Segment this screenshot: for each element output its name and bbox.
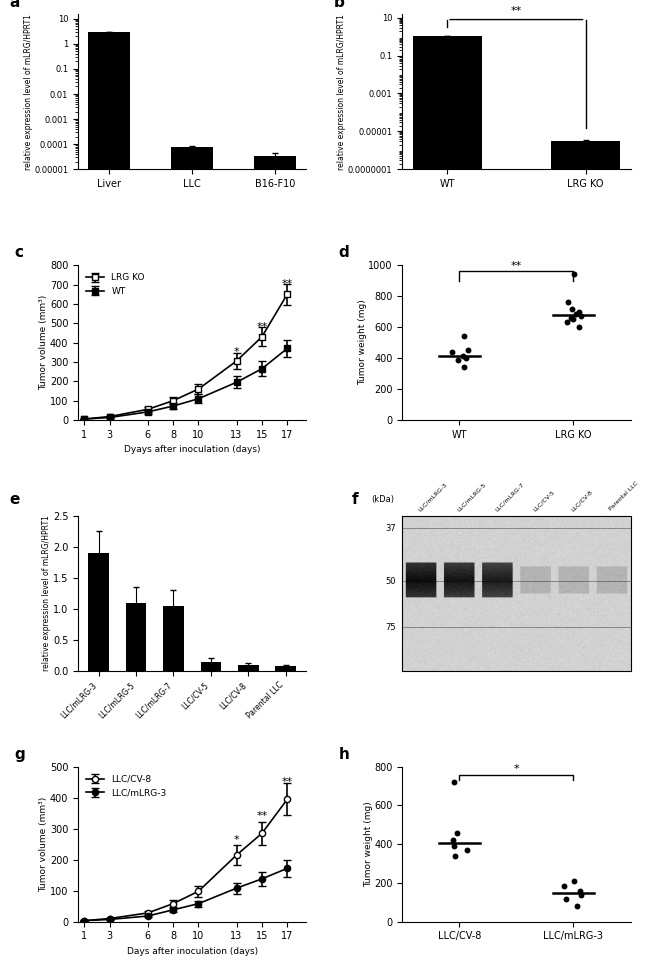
Text: a: a (10, 0, 20, 10)
Text: 50: 50 (385, 577, 396, 586)
Bar (172, 147, 213, 960)
Bar (201, 661, 221, 671)
Text: *: * (234, 834, 239, 845)
Point (461, 350, 471, 366)
Point (463, 342, 473, 357)
Legend: LRG KO, WT: LRG KO, WT (83, 270, 148, 300)
X-axis label: Dyays after inoculation (days): Dyays after inoculation (days) (124, 445, 261, 454)
Y-axis label: relative expression level of mLRG/HPRT1: relative expression level of mLRG/HPRT1 (337, 13, 346, 170)
Point (569, 874, 579, 889)
Point (448, 832, 459, 848)
Point (574, 304, 584, 320)
Y-axis label: relative expression level of mLRG/HPRT1: relative expression level of mLRG/HPRT1 (42, 516, 51, 671)
Point (458, 348, 468, 364)
Point (562, 315, 572, 330)
Point (459, 360, 469, 375)
Bar (88, 32, 130, 960)
Y-axis label: relative expression level of mLRG/HPRT1: relative expression level of mLRG/HPRT1 (24, 13, 32, 170)
Point (448, 838, 459, 853)
Y-axis label: Tumor volume (mm³): Tumor volume (mm³) (40, 295, 48, 390)
Text: c: c (14, 246, 23, 260)
Text: **: ** (511, 6, 522, 16)
Text: **: ** (281, 778, 293, 787)
Legend: LLC/CV-8, LLC/mLRG-3: LLC/CV-8, LLC/mLRG-3 (83, 771, 170, 801)
Y-axis label: Tumor weight (mg): Tumor weight (mg) (358, 300, 367, 386)
Point (575, 887, 586, 902)
Text: **: ** (511, 260, 522, 271)
Text: e: e (10, 492, 20, 507)
Point (559, 878, 569, 894)
Bar (238, 664, 259, 671)
Point (569, 267, 580, 282)
X-axis label: Days after inoculation (days): Days after inoculation (days) (127, 947, 257, 956)
Point (567, 312, 578, 327)
Point (451, 825, 462, 840)
Text: h: h (338, 747, 349, 762)
Point (453, 352, 463, 368)
Point (447, 345, 457, 360)
Point (576, 308, 586, 324)
Text: 75: 75 (385, 623, 396, 632)
Point (459, 328, 469, 344)
Text: LLC/CV-8: LLC/CV-8 (570, 489, 593, 512)
Text: d: d (338, 246, 349, 260)
Point (566, 310, 577, 325)
Point (450, 848, 460, 863)
Point (564, 295, 574, 310)
Text: LLC/mLRG-7: LLC/mLRG-7 (494, 481, 525, 512)
Y-axis label: Tumor weight (mg): Tumor weight (mg) (363, 802, 372, 887)
Bar (163, 606, 184, 671)
Text: **: ** (256, 322, 268, 332)
Bar (88, 553, 109, 671)
Bar (276, 666, 296, 671)
Text: LLC/mLRG-3: LLC/mLRG-3 (418, 481, 448, 512)
Text: 37: 37 (385, 524, 396, 533)
Text: *: * (234, 348, 239, 357)
Bar (413, 36, 482, 960)
Text: g: g (14, 747, 25, 762)
Text: LLC/CV-5: LLC/CV-5 (532, 489, 555, 512)
Text: LLC/mLRG-5: LLC/mLRG-5 (456, 482, 486, 512)
Text: *: * (514, 763, 519, 774)
Point (575, 883, 585, 899)
Point (462, 842, 473, 857)
Y-axis label: Tumor volume (mm³): Tumor volume (mm³) (40, 797, 48, 892)
Text: **: ** (256, 811, 268, 822)
Point (573, 320, 584, 335)
Bar (551, 141, 620, 960)
Point (571, 899, 582, 914)
Point (449, 775, 460, 790)
Text: **: ** (281, 279, 293, 290)
Text: b: b (333, 0, 344, 10)
Point (561, 892, 571, 907)
Point (567, 300, 578, 316)
Point (571, 306, 581, 322)
Bar (125, 603, 146, 671)
Text: Parental LLC: Parental LLC (608, 481, 639, 512)
Bar (254, 156, 296, 960)
Text: f: f (352, 492, 359, 507)
Text: (kDa): (kDa) (372, 495, 395, 504)
